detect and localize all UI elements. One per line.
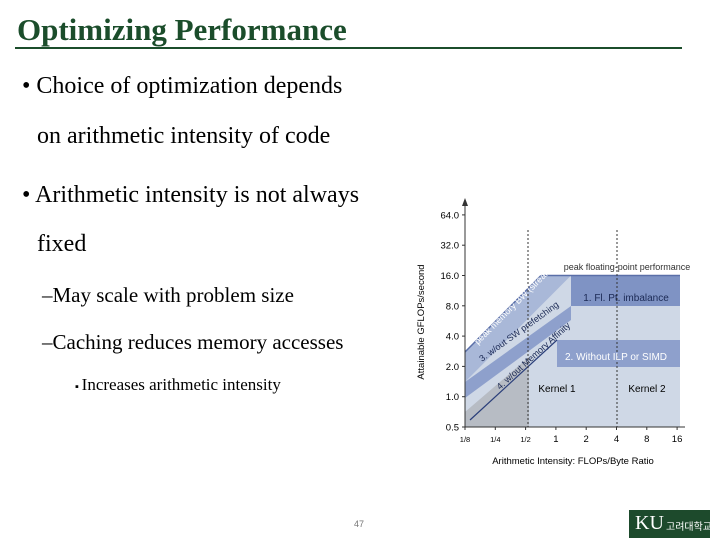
x-tick-label: 1/4: [490, 435, 500, 444]
y-tick-label: 32.0: [441, 241, 460, 252]
logo-mark: KU: [635, 512, 664, 534]
x-tick-label: 1/8: [460, 435, 470, 444]
bullet-cont: on arithmetic intensity of code: [37, 123, 331, 149]
annotation: Kernel 2: [628, 384, 666, 395]
annotation: peak floating-point performance: [564, 262, 691, 272]
x-tick-label: 1/2: [520, 435, 530, 444]
y-tick-label: 8.0: [446, 301, 459, 312]
x-axis-label: Arithmetic Intensity: FLOPs/Byte Ratio: [492, 456, 654, 467]
sub-sub-bullet: ▪ Increases arithmetic intensity: [75, 375, 281, 394]
slide-title: Optimizing Performance: [17, 12, 347, 47]
sub-bullet: –May scale with problem size: [42, 283, 294, 307]
logo-text: 고려대학교: [666, 522, 712, 533]
y-tick-label: 64.0: [441, 210, 460, 221]
y-tick-label: 4.0: [446, 332, 459, 343]
y-tick-label: 2.0: [446, 362, 459, 373]
ceiling-line: [469, 339, 558, 421]
y-tick-label: 1.0: [446, 392, 459, 403]
roofline-figure: peak floating-point performance 1. Fl. P…: [416, 198, 691, 467]
x-tick-label: 4: [614, 434, 619, 445]
x-tick-label: 8: [644, 434, 649, 445]
title-rule: [15, 47, 682, 49]
y-axis-label: Attainable GFLOPs/second: [416, 264, 427, 379]
x-tick-label: 1: [553, 434, 558, 445]
axis-arrow: [462, 198, 468, 206]
band: [465, 306, 571, 398]
annotation: Kernel 1: [538, 384, 576, 395]
y-tick-label: 16.0: [441, 271, 460, 282]
roof-line: [464, 274, 542, 353]
bullet-cont: fixed: [37, 231, 87, 257]
band: [557, 340, 680, 367]
annotation: 1. Fl. Pt. imbalance: [583, 293, 669, 304]
band: [465, 275, 571, 382]
band: [571, 275, 680, 306]
page-number: 47: [354, 519, 365, 529]
x-tick-label: 2: [584, 434, 589, 445]
sub-bullet: –Caching reduces memory accesses: [42, 330, 344, 354]
bullet: • Arithmetic intensity is not always: [22, 182, 360, 208]
annotation: 2. Without ILP or SIMD: [565, 352, 667, 363]
x-tick-label: 16: [672, 434, 683, 445]
logo: KU 고려대학교: [629, 510, 712, 538]
y-tick-label: 0.5: [446, 423, 459, 434]
bullet: • Choice of optimization depends: [22, 73, 343, 99]
